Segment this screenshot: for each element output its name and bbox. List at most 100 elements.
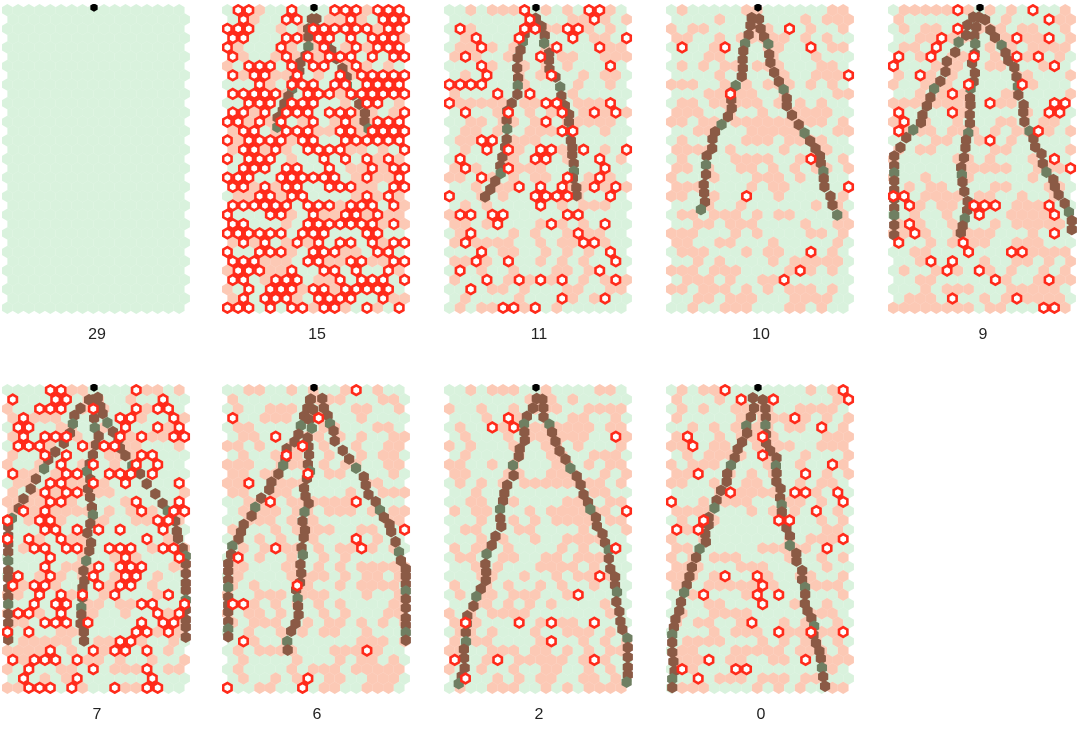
marker-hex [175, 497, 183, 507]
marker-hex [19, 413, 27, 423]
marker-hex [390, 219, 398, 229]
marker-hex [304, 89, 312, 99]
marker-hex [390, 52, 398, 62]
marker-hex [400, 163, 408, 173]
marker-hex [336, 294, 344, 304]
marker-hex [239, 256, 247, 266]
marker-hex [347, 201, 355, 211]
panel-15: 15 [222, 4, 412, 354]
marker-hex [229, 219, 237, 229]
marker-hex [255, 98, 263, 108]
marker-hex [400, 238, 408, 248]
marker-hex [384, 247, 392, 257]
marker-hex [89, 478, 97, 488]
marker-hex [309, 284, 317, 294]
marker-hex [1013, 294, 1021, 304]
marker-hex [477, 247, 485, 257]
marker-hex [483, 275, 491, 285]
marker-hex [331, 303, 339, 313]
marker-hex [41, 488, 49, 498]
marker-hex [368, 52, 376, 62]
marker-hex [245, 154, 253, 164]
marker-hex [282, 201, 290, 211]
marker-hex [320, 43, 328, 53]
marker-hex [309, 98, 317, 108]
marker-hex [132, 460, 140, 470]
marker-hex [390, 182, 398, 192]
panel-label: 7 [2, 706, 192, 724]
marker-hex [78, 590, 86, 600]
marker-hex [531, 24, 539, 34]
marker-hex [309, 117, 317, 127]
marker-hex [3, 516, 11, 526]
hex-lattice [888, 4, 1078, 314]
marker-hex [229, 182, 237, 192]
marker-hex [272, 275, 280, 285]
marker-hex [780, 275, 788, 285]
marker-hex [515, 182, 523, 192]
marker-hex [461, 108, 469, 118]
marker-hex [245, 266, 253, 276]
marker-hex [390, 163, 398, 173]
marker-hex [395, 24, 403, 34]
marker-hex [309, 80, 317, 90]
marker-hex [622, 145, 630, 155]
marker-hex [239, 201, 247, 211]
marker-hex [911, 229, 919, 239]
hex-lattice [2, 384, 192, 694]
marker-hex [515, 275, 523, 285]
marker-hex [520, 5, 528, 15]
marker-hex [116, 562, 124, 572]
marker-hex [384, 117, 392, 127]
marker-hex [1050, 303, 1058, 313]
marker-hex [400, 126, 408, 136]
marker-hex [288, 266, 296, 276]
marker-hex [282, 108, 290, 118]
marker-hex [52, 618, 60, 628]
marker-hex [384, 154, 392, 164]
marker-hex [445, 98, 453, 108]
marker-hex [304, 108, 312, 118]
marker-hex [1050, 98, 1058, 108]
marker-hex [298, 98, 306, 108]
panel-label: 15 [222, 326, 412, 344]
marker-hex [261, 201, 269, 211]
marker-hex [41, 618, 49, 628]
marker-hex [288, 61, 296, 71]
marker-hex [379, 294, 387, 304]
marker-hex [336, 145, 344, 155]
marker-hex [84, 618, 92, 628]
marker-hex [137, 618, 145, 628]
marker-hex [347, 256, 355, 266]
marker-hex [991, 201, 999, 211]
marker-hex [116, 636, 124, 646]
marker-hex [266, 303, 274, 313]
marker-hex [347, 126, 355, 136]
marker-hex [569, 33, 577, 43]
marker-hex [266, 284, 274, 294]
marker-hex [515, 33, 523, 43]
marker-hex [395, 136, 403, 146]
marker-hex [239, 163, 247, 173]
marker-hex [379, 33, 387, 43]
marker-hex [596, 173, 604, 183]
marker-hex [579, 238, 587, 248]
marker-hex [384, 266, 392, 276]
marker-hex [363, 136, 371, 146]
marker-hex [121, 478, 129, 488]
marker-hex [293, 238, 301, 248]
marker-hex [239, 219, 247, 229]
marker-hex [154, 460, 162, 470]
marker-hex [347, 89, 355, 99]
marker-hex [111, 441, 119, 451]
marker-hex [255, 136, 263, 146]
marker-hex [223, 24, 231, 34]
marker-hex [542, 154, 550, 164]
marker-hex [250, 145, 258, 155]
marker-hex [384, 191, 392, 201]
marker-hex [293, 126, 301, 136]
marker-hex [889, 61, 897, 71]
marker-hex [927, 52, 935, 62]
marker-hex [590, 108, 598, 118]
marker-hex [363, 98, 371, 108]
